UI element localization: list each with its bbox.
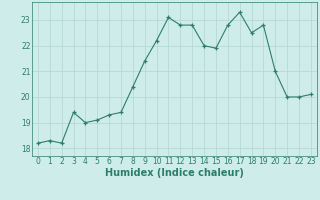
X-axis label: Humidex (Indice chaleur): Humidex (Indice chaleur) [105,168,244,178]
